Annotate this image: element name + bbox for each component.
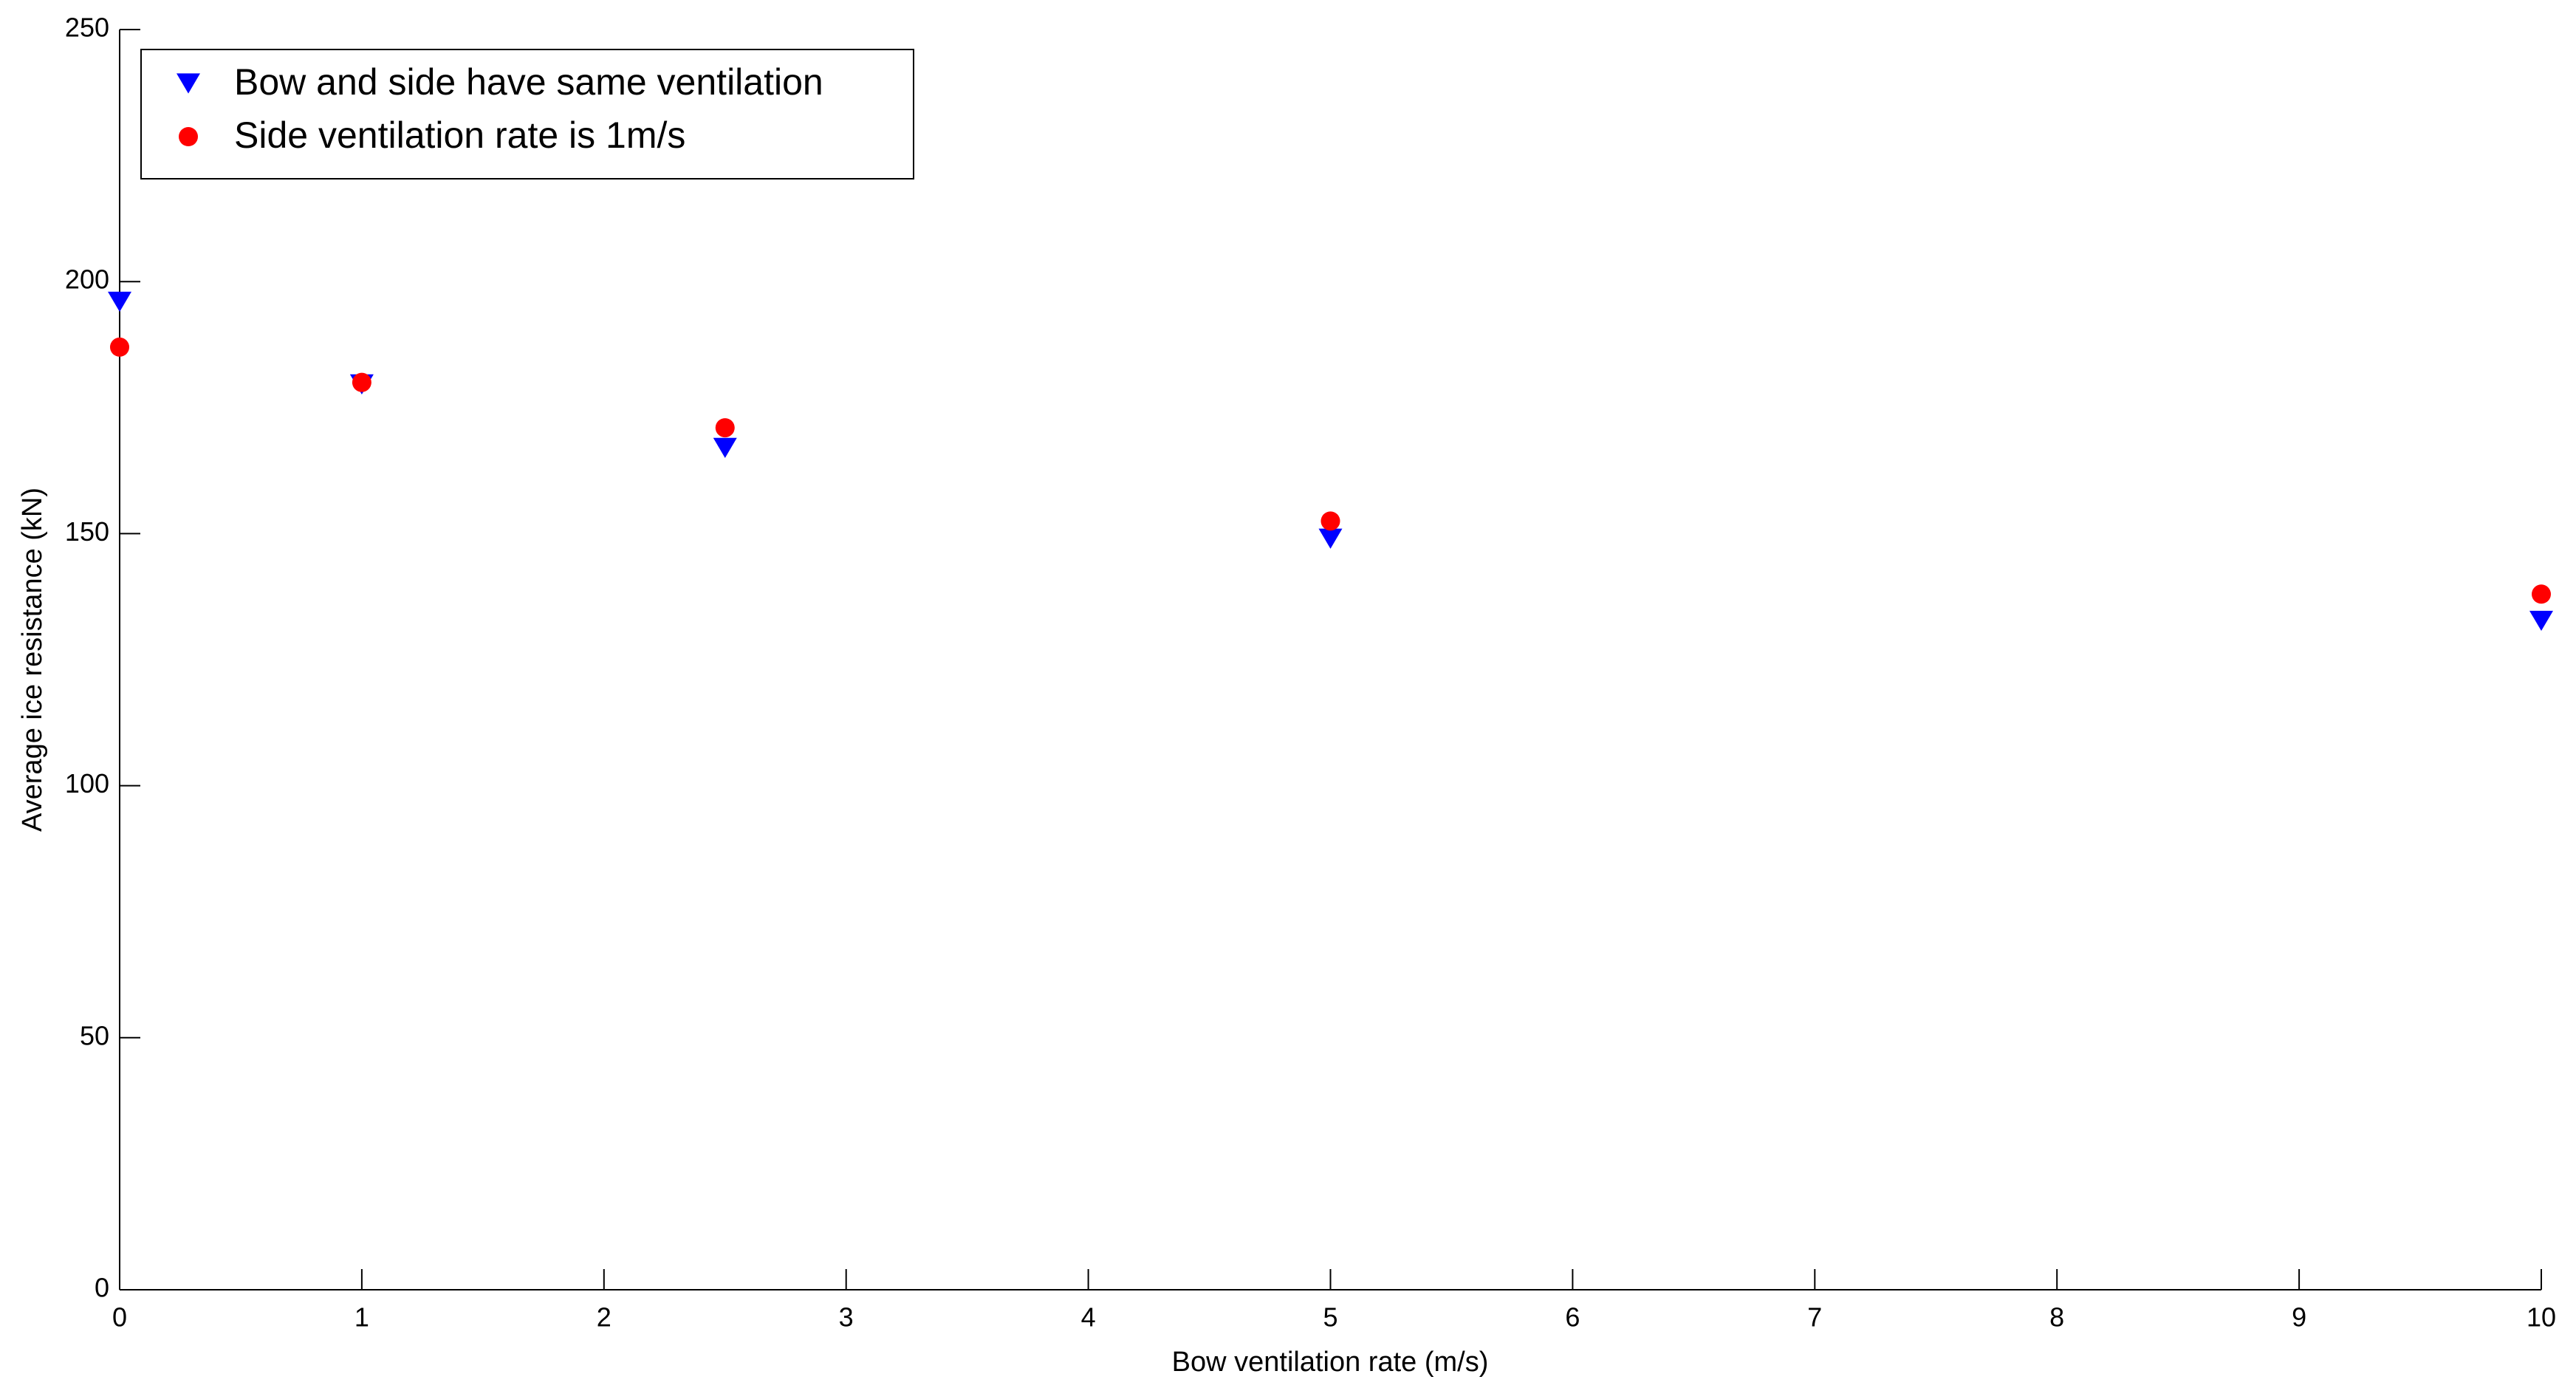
marker	[2532, 584, 2551, 604]
marker	[108, 291, 131, 312]
y-tick-label: 150	[65, 516, 109, 547]
x-tick-label: 1	[354, 1302, 369, 1333]
marker	[715, 418, 735, 438]
y-axis-label: Average ice resistance (kN)	[17, 488, 48, 832]
x-tick-label: 9	[2292, 1302, 2306, 1333]
x-tick-label: 10	[2527, 1302, 2556, 1333]
x-axis-label: Bow ventilation rate (m/s)	[1172, 1347, 1489, 1378]
marker	[110, 337, 129, 357]
marker	[352, 372, 371, 392]
y-tick-label: 50	[80, 1020, 109, 1050]
legend-marker	[177, 73, 200, 94]
x-tick-label: 4	[1081, 1302, 1096, 1333]
y-tick-label: 200	[65, 264, 109, 295]
x-tick-label: 8	[2049, 1302, 2064, 1333]
marker	[2529, 610, 2553, 632]
marker	[713, 437, 737, 458]
marker	[1318, 528, 1343, 549]
legend-marker	[179, 127, 198, 146]
x-tick-label: 5	[1323, 1302, 1337, 1333]
y-tick-label: 100	[65, 768, 109, 799]
marker	[1320, 511, 1340, 531]
x-tick-label: 7	[1807, 1302, 1822, 1333]
y-tick-label: 0	[95, 1273, 109, 1303]
x-tick-label: 0	[112, 1302, 127, 1333]
legend-text: Bow and side have same ventilation	[234, 61, 823, 103]
legend-text: Side ventilation rate is 1m/s	[234, 114, 685, 156]
x-tick-label: 3	[839, 1302, 854, 1333]
y-tick-label: 250	[65, 13, 109, 43]
x-tick-label: 2	[597, 1302, 612, 1333]
x-tick-label: 6	[1565, 1302, 1580, 1333]
legend-box	[140, 49, 914, 180]
